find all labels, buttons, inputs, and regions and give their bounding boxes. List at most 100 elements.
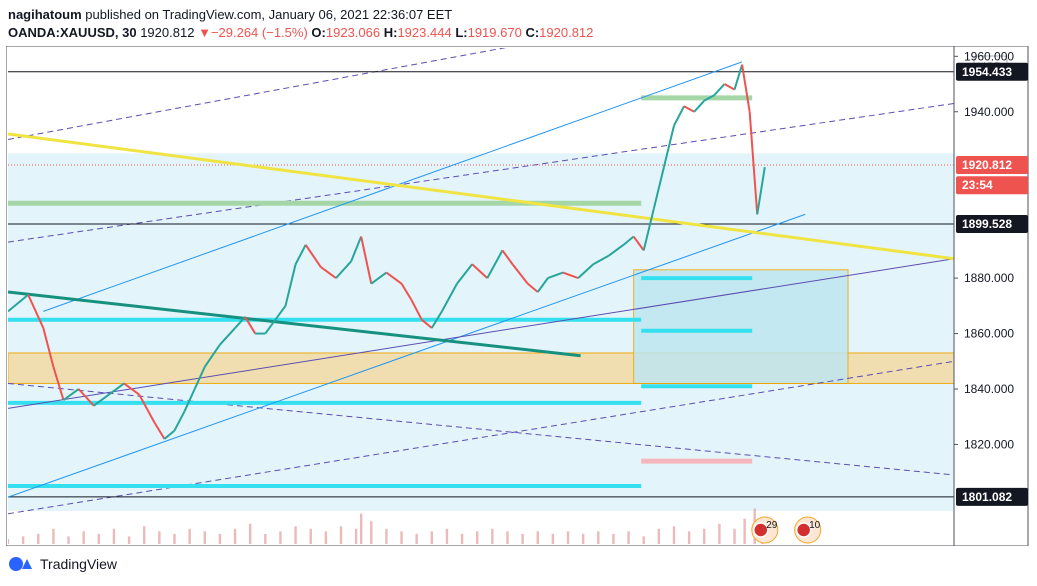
volume-bar xyxy=(672,526,676,544)
price-segment xyxy=(8,293,29,313)
purple-trendline xyxy=(8,258,954,409)
price-segment xyxy=(607,244,625,257)
y-tick-label: 1840.000 xyxy=(964,382,1014,396)
volume-bar xyxy=(233,528,237,544)
price-segment xyxy=(527,282,539,293)
volume-bar xyxy=(627,531,630,544)
y-tick-label: 1860.000 xyxy=(964,327,1014,341)
close-label: C: xyxy=(525,25,540,40)
price-segment xyxy=(320,266,337,279)
teal-trendline xyxy=(8,290,581,358)
volume-bar xyxy=(309,528,312,544)
price-tag-label: 1801.082 xyxy=(962,490,1012,504)
y-tick-label: 1960.000 xyxy=(964,49,1014,63)
chart-frame xyxy=(6,46,1029,546)
publish-line: nagihatoum published on TradingView.com,… xyxy=(8,6,593,24)
us-flag-icon xyxy=(795,522,812,538)
volume-bar xyxy=(521,533,524,544)
price-segment xyxy=(577,263,594,279)
price-change: −29.264 (−1.5%) xyxy=(210,25,308,40)
price-segment xyxy=(183,388,196,412)
volume-bar xyxy=(339,526,343,544)
blue-box xyxy=(633,269,849,384)
volume-bar xyxy=(82,531,85,544)
price-segment xyxy=(264,319,277,335)
volume-bar xyxy=(37,533,40,544)
volume-bar xyxy=(743,518,746,544)
volume-bar xyxy=(687,531,691,544)
price-tag-label: 1954.433 xyxy=(962,65,1012,79)
volume-bar xyxy=(354,528,358,544)
ohlc-line: OANDA:XAUUSD, 30 1920.812 ▼−29.264 (−1.5… xyxy=(8,24,593,42)
price-segment xyxy=(62,388,80,401)
price-segment xyxy=(219,327,236,346)
price-segment xyxy=(673,105,685,127)
price-segment xyxy=(547,271,564,280)
price-segment xyxy=(486,249,504,279)
low-value: 1919.670 xyxy=(467,25,522,40)
price-segment xyxy=(52,366,65,401)
y-tick-label: 1940.000 xyxy=(964,105,1014,119)
price-segment xyxy=(652,166,665,210)
volume-bar xyxy=(294,526,297,544)
volume-bar xyxy=(203,531,206,544)
high-label: H: xyxy=(383,25,398,40)
price-segment xyxy=(622,235,635,246)
event-count: 29 xyxy=(766,520,778,531)
price-segment xyxy=(456,263,473,285)
volume-bar xyxy=(188,528,191,544)
channel-lower xyxy=(8,213,806,498)
volume-bar xyxy=(359,513,363,544)
volume-bar xyxy=(158,531,161,544)
volume-bar xyxy=(127,536,131,544)
dashed-trendline xyxy=(8,48,507,140)
symbol-label[interactable]: OANDA:XAUUSD, 30 xyxy=(8,25,137,40)
volume-bar xyxy=(143,526,146,544)
price-segment xyxy=(93,393,110,407)
publish-info: published on TradingView.com, January 06… xyxy=(85,7,453,22)
high-value: 1923.444 xyxy=(397,25,452,40)
price-segment xyxy=(683,105,695,113)
volume-bar xyxy=(52,528,55,544)
price-segment xyxy=(632,235,645,251)
last-price: 1920.812 xyxy=(140,25,195,40)
price-segment xyxy=(642,208,655,251)
volume-bar xyxy=(718,523,721,544)
price-segment xyxy=(244,316,257,335)
price-tag-label: 1920.812 xyxy=(962,158,1012,172)
price-segment xyxy=(203,344,221,368)
price-segment xyxy=(536,277,549,293)
volume-bar xyxy=(642,536,645,544)
price-segment xyxy=(400,283,413,301)
volume-bar xyxy=(370,521,373,544)
price-segment xyxy=(693,100,705,113)
tradingview-brand[interactable]: TradingView xyxy=(40,556,118,572)
volume-bar xyxy=(597,531,600,544)
volume-bar xyxy=(581,533,585,544)
close-value: 1920.812 xyxy=(539,25,594,40)
plot-area: 29 10 xyxy=(8,48,954,544)
price-segment xyxy=(304,244,322,268)
volume-bar xyxy=(324,531,328,544)
price-segment xyxy=(733,64,744,90)
volume-bar xyxy=(733,528,736,544)
price-segment xyxy=(350,236,363,262)
dashed-trendline xyxy=(8,382,954,476)
volume-bar xyxy=(112,528,116,544)
price-chart[interactable]: 2910USD1960.0001940.0001880.0001860.0001… xyxy=(6,46,1030,546)
volume-bar xyxy=(21,536,25,544)
price-segment xyxy=(756,167,766,215)
volume-bar xyxy=(430,531,434,544)
us-flag-icon xyxy=(753,522,769,538)
price-segment xyxy=(741,64,751,112)
price-segment xyxy=(108,382,125,396)
open-label: O: xyxy=(311,25,326,40)
volume-bar xyxy=(506,531,509,544)
open-value: 1923.066 xyxy=(325,25,381,40)
price-segment xyxy=(385,271,403,285)
author-name[interactable]: nagihatoum xyxy=(8,7,82,22)
down-arrow-icon: ▼ xyxy=(198,25,211,40)
price-segment xyxy=(274,305,287,321)
event-count: 10 xyxy=(809,520,821,531)
price-segment xyxy=(42,327,55,368)
